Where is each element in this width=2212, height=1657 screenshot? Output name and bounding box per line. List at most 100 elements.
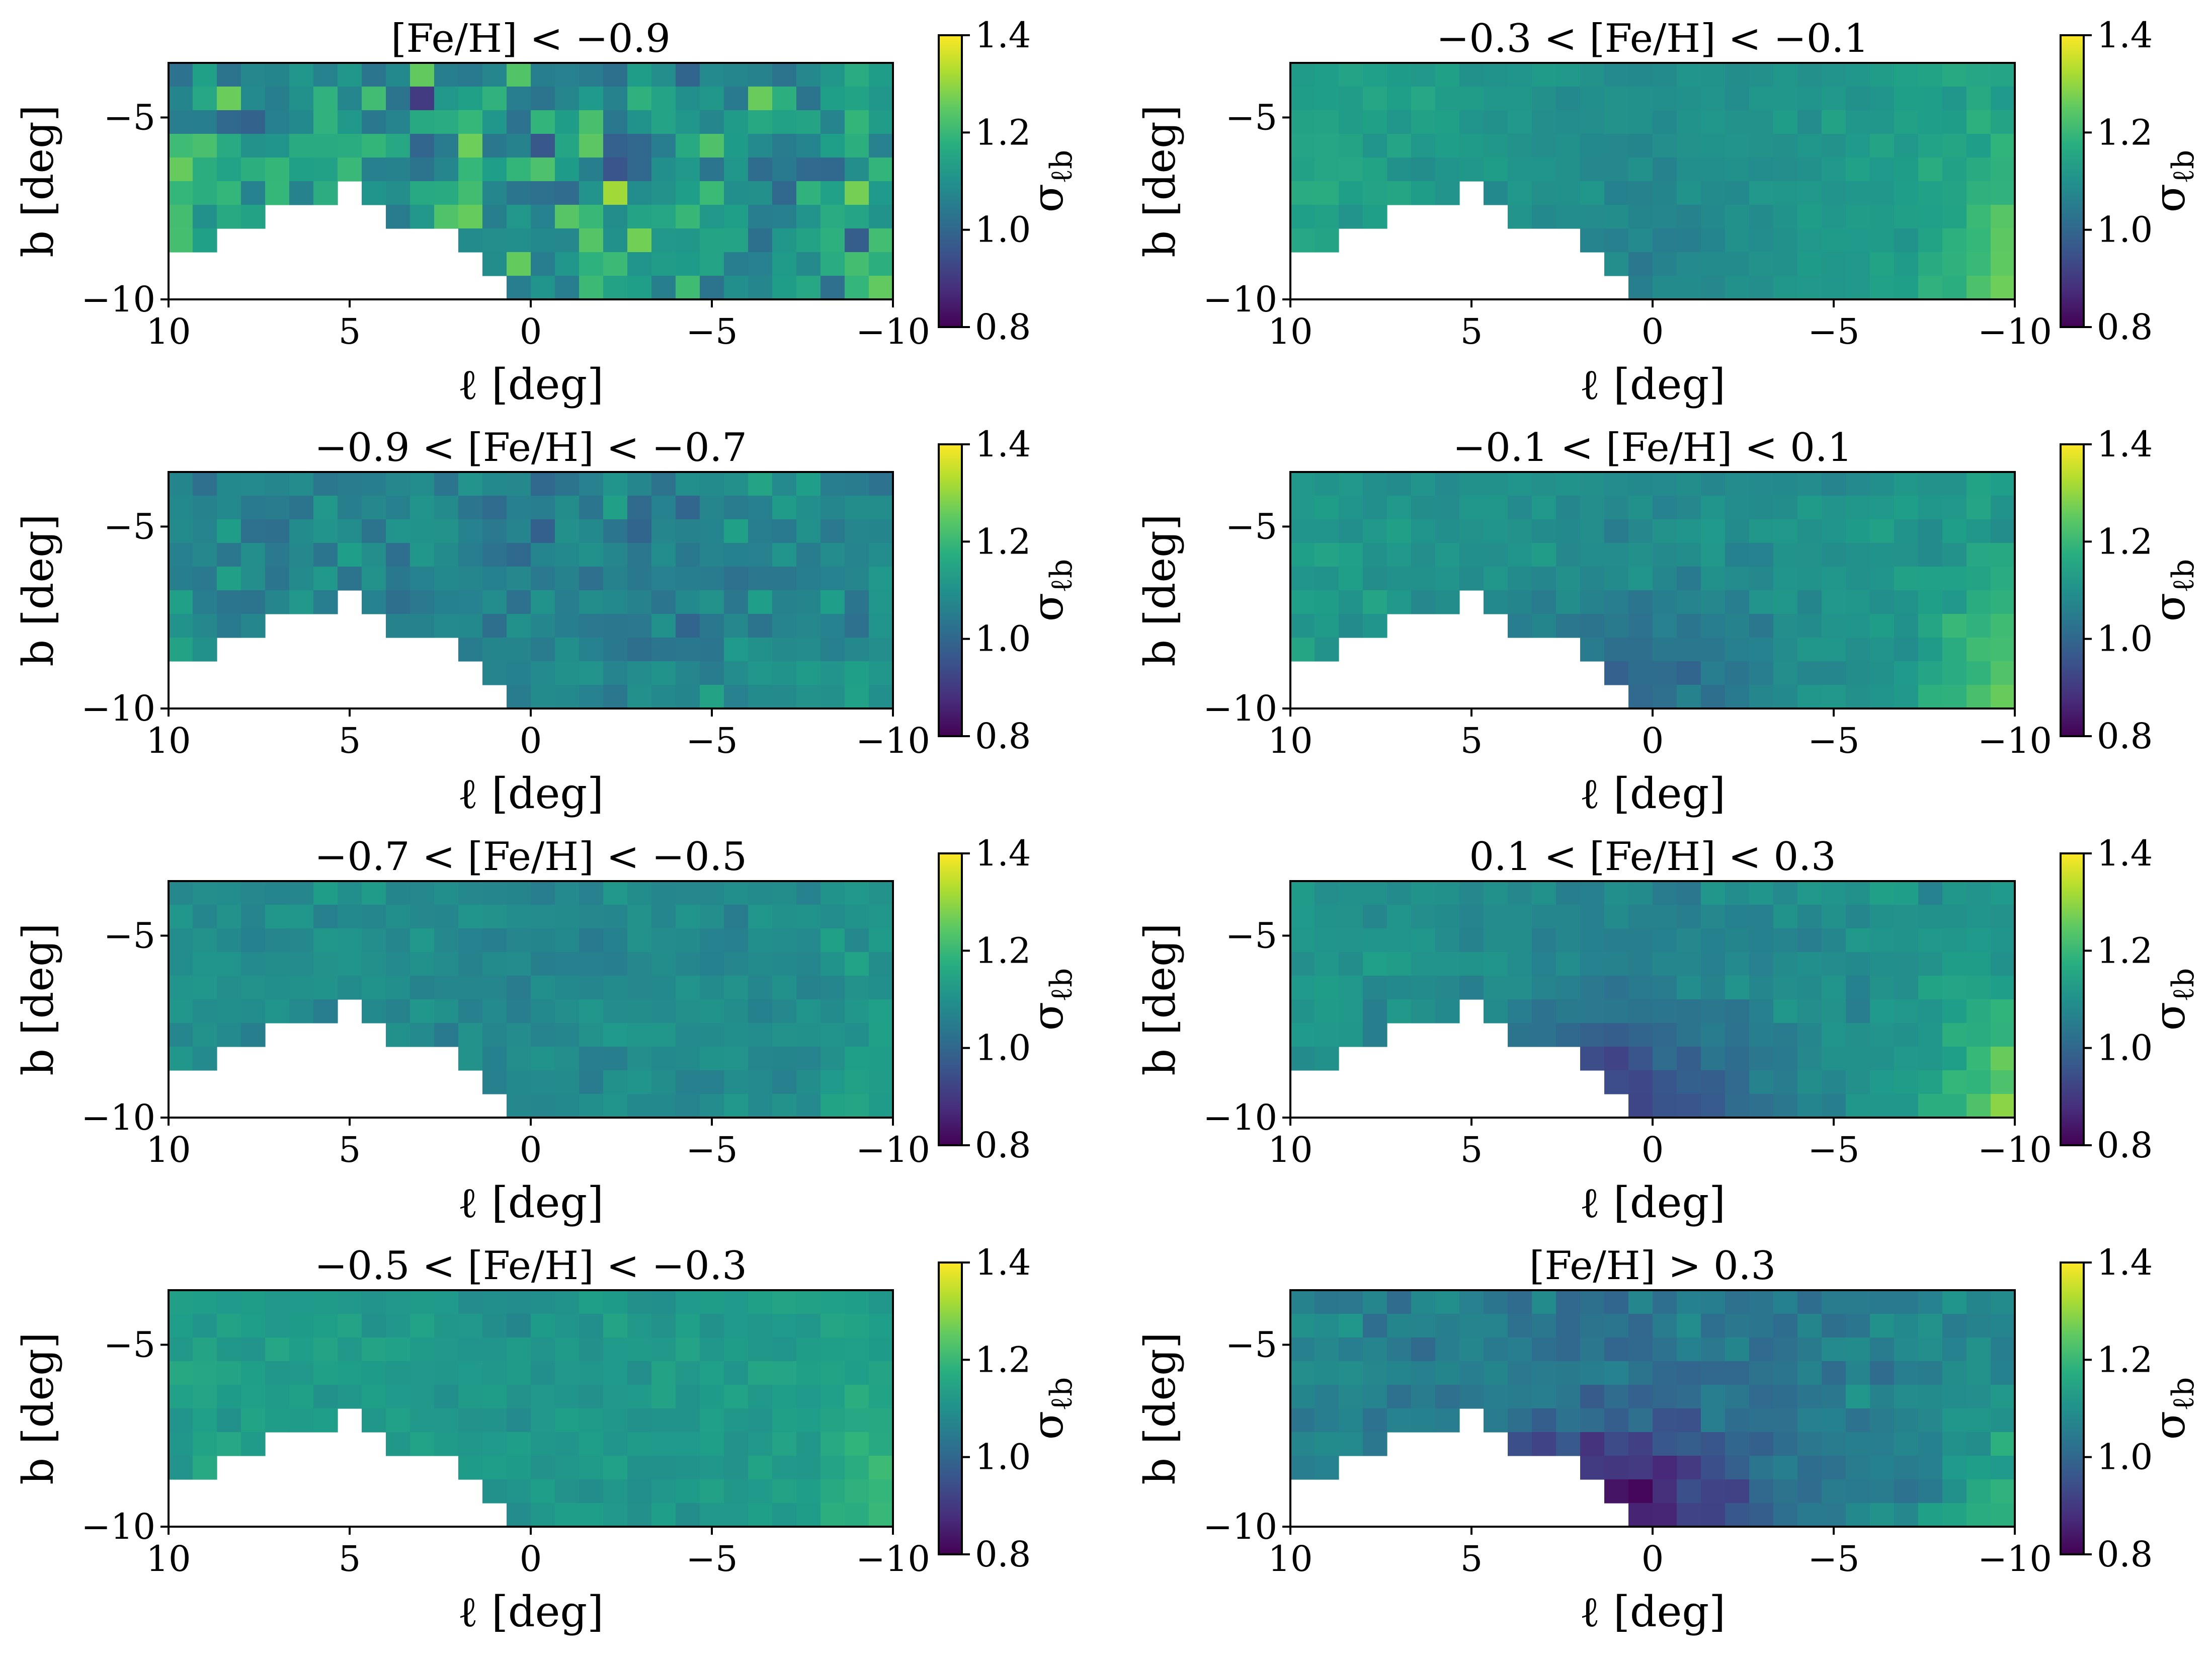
heatmap-cell — [1701, 110, 1726, 134]
heatmap-cell — [434, 590, 459, 614]
heatmap-cell — [1363, 63, 1387, 87]
heatmap-cell — [1411, 881, 1436, 905]
heatmap-cell — [821, 928, 845, 953]
heatmap-cell — [1315, 472, 1339, 496]
heatmap-cell — [1870, 1479, 1895, 1504]
colorbar-label: σℓb — [2145, 968, 2201, 1031]
heatmap-cell — [579, 614, 604, 638]
heatmap-cell — [1387, 1314, 1412, 1338]
heatmap-cell — [1967, 567, 1991, 591]
heatmap-cell — [1918, 976, 1943, 1000]
heatmap-cell — [1628, 472, 1653, 496]
heatmap-cell — [1339, 881, 1363, 905]
heatmap-cell — [724, 928, 749, 953]
heatmap-cell — [724, 157, 749, 182]
heatmap-cell — [1604, 638, 1629, 662]
heatmap-cell — [1725, 1314, 1750, 1338]
heatmap-cell — [1411, 472, 1436, 496]
heatmap-cell — [772, 543, 797, 567]
x-tick-label: −5 — [686, 311, 738, 352]
heatmap-cell — [1435, 87, 1460, 111]
heatmap-cell — [1870, 63, 1895, 87]
heatmap-cell — [1435, 567, 1460, 591]
heatmap-cell — [627, 181, 652, 205]
heatmap-cell — [1797, 1290, 1822, 1314]
heatmap-cell — [1628, 87, 1653, 111]
heatmap-cell — [193, 590, 217, 614]
heatmap-cell — [1411, 63, 1436, 87]
heatmap-cell — [434, 1023, 459, 1047]
heatmap-cell — [1846, 519, 1870, 543]
heatmap-cell — [1653, 1314, 1677, 1338]
x-tick-label: 0 — [520, 311, 542, 352]
colorbar-label-subscript: ℓb — [1044, 1377, 1079, 1411]
heatmap-cell — [1604, 590, 1629, 614]
heatmap-cell — [845, 1047, 869, 1071]
colorbar-tick-label: 1.0 — [975, 618, 1031, 660]
heatmap-cell — [676, 1408, 700, 1433]
x-tick-label: 0 — [1642, 311, 1664, 352]
heatmap-cell — [579, 472, 604, 496]
heatmap-cells — [1290, 1290, 2015, 1527]
heatmap-cell — [1773, 976, 1798, 1000]
heatmap-cell — [1822, 1337, 1846, 1362]
heatmap-cell — [676, 134, 700, 158]
heatmap-cell — [1846, 205, 1870, 229]
heatmap-cell — [1749, 1503, 1774, 1527]
heatmap-cell — [531, 205, 555, 229]
heatmap-cell — [1991, 252, 2015, 276]
heatmap-cell — [676, 181, 700, 205]
heatmap-cell — [193, 905, 217, 929]
heatmap-cell — [410, 134, 435, 158]
heatmap-cell — [1773, 1432, 1798, 1456]
heatmap-cell — [241, 952, 266, 976]
heatmap-cell — [676, 905, 700, 929]
heatmap-cell — [845, 228, 869, 253]
heatmap-cell — [1459, 110, 1484, 134]
heatmap-cell — [676, 205, 700, 229]
colorbar-tick-label: 0.8 — [2097, 1534, 2153, 1575]
heatmap-cell — [603, 1408, 628, 1433]
heatmap-cell — [289, 1290, 314, 1314]
heatmap-cell — [1918, 1456, 1943, 1480]
heatmap-cell — [169, 614, 193, 638]
heatmap-cell — [1580, 1290, 1605, 1314]
heatmap-cell — [1677, 1314, 1701, 1338]
heatmap-cell — [1387, 63, 1412, 87]
heatmap-cell — [1991, 157, 2015, 182]
heatmap-cell — [338, 87, 362, 111]
heatmap-cell — [1846, 614, 1870, 638]
heatmap-cell — [724, 614, 749, 638]
heatmap-cell — [1991, 276, 2015, 300]
heatmap-cell — [1822, 952, 1846, 976]
heatmap-cell — [507, 134, 531, 158]
heatmap-cell — [676, 63, 700, 87]
x-axis-label: ℓ [deg] — [1580, 769, 1726, 818]
heatmap-cell — [241, 999, 266, 1023]
heatmap-cell — [482, 63, 507, 87]
x-tick-label: −5 — [1808, 1129, 1859, 1170]
panel-4: 10 5 0 −5 −10−5−10−0.1 < [Fe/H] < 0.1ℓ [deg]… — [1135, 424, 2201, 818]
y-tick-label: −10 — [1203, 1506, 1277, 1547]
heatmap-cell — [1749, 1361, 1774, 1385]
heatmap-cell — [1725, 1290, 1750, 1314]
heatmap-cell — [1339, 928, 1363, 953]
heatmap-cell — [313, 1385, 338, 1409]
heatmap-cell — [1870, 1385, 1895, 1409]
heatmap-cell — [265, 1408, 290, 1433]
heatmap-cell — [1991, 519, 2015, 543]
heatmap-cell — [1508, 1432, 1532, 1456]
heatmap-cell — [1991, 1432, 2015, 1456]
heatmap-cell — [1653, 543, 1677, 567]
heatmap-cell — [1967, 63, 1991, 87]
heatmap-cell — [1991, 881, 2015, 905]
heatmap-cell — [1363, 134, 1387, 158]
heatmap-cell — [1797, 1408, 1822, 1433]
heatmap-cell — [651, 496, 676, 520]
heatmap-cell — [193, 228, 217, 253]
colorbar — [2061, 853, 2084, 1145]
heatmap-cell — [724, 1503, 749, 1527]
heatmap-cell — [289, 999, 314, 1023]
heatmap-cell — [821, 1314, 845, 1338]
heatmap-cell — [627, 881, 652, 905]
